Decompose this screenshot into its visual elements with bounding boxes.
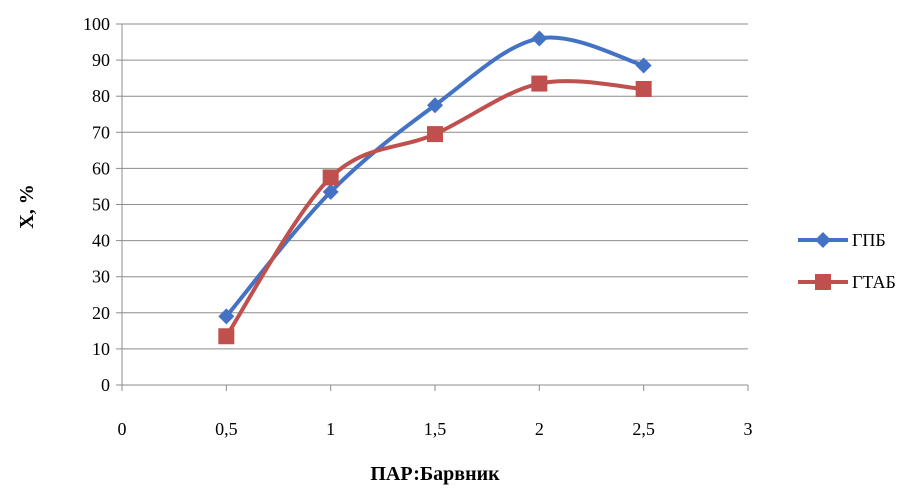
data-point xyxy=(531,30,548,47)
x-tick-labels: 0 0,5 1 1,5 2 2,5 3 xyxy=(118,419,753,439)
series-line xyxy=(224,79,646,339)
legend-item: ГПБ xyxy=(798,230,886,250)
x-tick-label: 0,5 xyxy=(215,419,238,439)
data-point xyxy=(322,169,339,186)
x-tick-label: 0 xyxy=(118,419,127,439)
x-tick-label: 2 xyxy=(535,419,544,439)
data-point xyxy=(635,57,652,74)
y-axis-title: X, % xyxy=(16,184,38,228)
y-tick-label: 90 xyxy=(92,50,110,70)
y-tick-label: 40 xyxy=(92,231,110,251)
y-tick-label: 50 xyxy=(92,195,110,215)
legend-label: ГТАБ xyxy=(852,272,896,292)
series-line xyxy=(224,35,646,319)
y-tick-labels: 0 10 20 30 40 50 60 70 80 90 100 xyxy=(83,14,110,395)
axes xyxy=(116,23,749,391)
series-square xyxy=(218,75,652,345)
legend-label: ГПБ xyxy=(852,230,886,250)
data-point xyxy=(427,126,443,143)
data-point xyxy=(322,183,339,200)
data-point xyxy=(635,80,652,97)
x-tick-label: 1 xyxy=(326,419,335,439)
data-point xyxy=(218,328,235,345)
y-tick-label: 70 xyxy=(92,122,110,142)
x-tick-label: 3 xyxy=(744,419,753,439)
data-point xyxy=(218,308,235,325)
data-point xyxy=(427,97,443,114)
x-tick-label: 1,5 xyxy=(424,419,447,439)
y-tick-label: 10 xyxy=(92,339,110,359)
y-tick-label: 60 xyxy=(92,158,110,178)
legend-marker xyxy=(815,232,831,248)
gridlines xyxy=(122,23,748,350)
y-tick-label: 0 xyxy=(101,375,110,395)
legend: ГПБ ГТАБ xyxy=(798,230,896,292)
data-point xyxy=(531,75,548,92)
y-tick-label: 20 xyxy=(92,303,110,323)
series-diamond xyxy=(218,30,652,325)
y-tick-label: 30 xyxy=(92,267,110,287)
legend-marker xyxy=(815,274,831,290)
series xyxy=(218,30,652,345)
y-tick-label: 100 xyxy=(83,14,110,34)
legend-item: ГТАБ xyxy=(798,272,896,292)
y-tick-label: 80 xyxy=(92,86,110,106)
x-tick-label: 2,5 xyxy=(632,419,655,439)
x-axis-title: ПАР:Барвник xyxy=(370,463,500,485)
